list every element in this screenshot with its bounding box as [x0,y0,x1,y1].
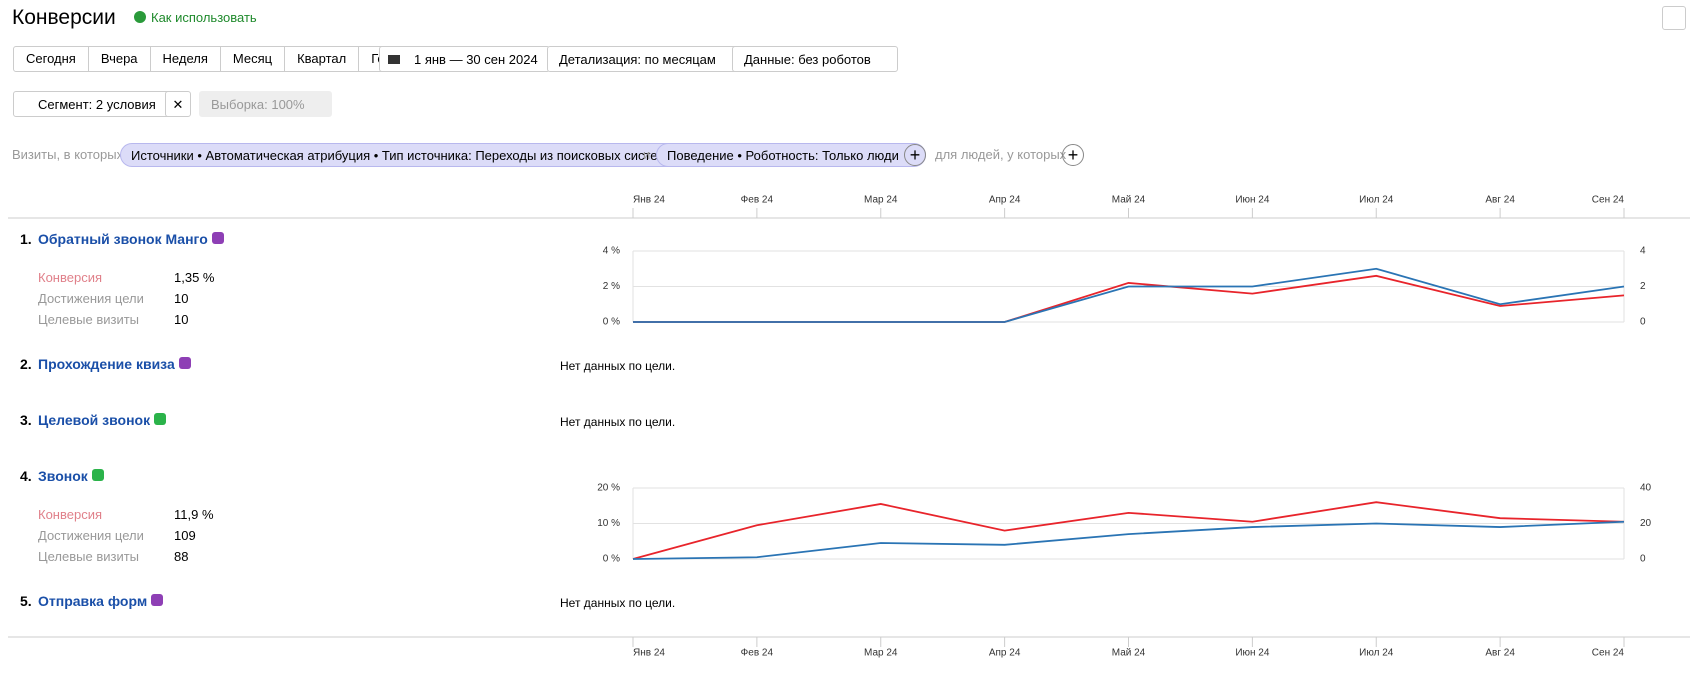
month-label: Июн 24 [1235,195,1270,206]
no-data-message: Нет данных по цели. [560,415,676,429]
help-link[interactable]: Как использовать [151,10,257,25]
goal-name[interactable]: Обратный звонок Манго [38,231,208,247]
metric-value: 88 [174,549,189,564]
month-label: Авг 24 [1485,195,1515,206]
goal-icon [154,413,167,425]
y-tick-label: 0 % [603,317,620,328]
month-label: Сен 24 [1592,648,1625,659]
filter-chip[interactable]: Источники • Автоматическая атрибуция • Т… [120,143,694,167]
sample-dropdown[interactable]: Выборка: 100% [199,91,332,117]
metric-label: Достижения цели [38,528,144,543]
series-line [633,267,1625,323]
goal-icon [91,469,104,481]
segment-dropdown[interactable]: Сегмент: 2 условия [13,91,183,117]
metric-label: Целевые визиты [38,549,140,564]
goal-name[interactable]: Звонок [38,468,88,484]
filter-prefix: Визиты, в которых [12,147,124,162]
goal-icon [211,232,224,244]
period-button[interactable]: Вчера [89,47,151,71]
month-label: Фев 24 [741,648,774,659]
month-label: Авг 24 [1485,648,1515,659]
y2-tick-label: 2 [1640,281,1646,292]
goal-icon [178,357,191,369]
page-title: Конверсии [12,6,116,29]
month-label: Сен 24 [1592,195,1625,206]
month-label: Май 24 [1112,648,1146,659]
period-button[interactable]: Квартал [285,47,360,71]
metric-value: 11,9 % [174,507,214,522]
period-button[interactable]: Месяц [221,47,286,71]
goal-number: 3. [20,412,32,428]
y2-tick-label: 0 [1640,554,1646,565]
no-data-message: Нет данных по цели. [560,596,676,610]
add-people-condition[interactable]: + [1062,144,1084,166]
period-button[interactable]: Неделя [151,47,221,71]
metric-label: Достижения цели [38,291,144,306]
no-data-message: Нет данных по цели. [560,359,676,373]
goal-number: 2. [20,356,32,372]
month-label: Июл 24 [1359,195,1394,206]
detail-dropdown[interactable]: Детализация: по месяцам [547,46,743,72]
y2-tick-label: 4 [1640,246,1646,257]
data-dropdown[interactable]: Данные: без роботов [732,46,898,72]
goal-name[interactable]: Отправка форм [38,593,148,609]
month-label: Апр 24 [989,648,1021,659]
month-label: Май 24 [1112,195,1146,206]
menu-button[interactable] [1662,6,1686,30]
month-label: Фев 24 [741,195,774,206]
metric-value: 109 [174,528,196,543]
y2-tick-label: 40 [1640,483,1652,494]
y2-tick-label: 0 [1640,317,1646,328]
y-tick-label: 0 % [603,554,620,565]
period-button[interactable]: Сегодня [14,47,89,71]
metric-label: Конверсия [38,507,103,522]
goal-number: 4. [20,468,32,484]
metric-value: 1,35 % [174,270,215,285]
y-tick-label: 2 % [603,281,620,292]
series-line [632,520,1625,560]
metric-value: 10 [174,291,189,306]
period-group: СегодняВчераНеделяМесяцКварталГод [13,46,405,72]
month-label: Янв 24 [633,195,665,206]
y-tick-label: 4 % [603,246,620,257]
help-icon [134,11,146,23]
calendar-icon [388,55,400,64]
month-label: Мар 24 [864,648,898,659]
month-label: Мар 24 [864,195,898,206]
goal-number: 1. [20,231,32,247]
month-label: Апр 24 [989,195,1021,206]
goal-name[interactable]: Целевой звонок [38,412,151,428]
goal-name[interactable]: Прохождение квиза [38,356,175,372]
y-tick-label: 20 % [597,483,620,494]
add-condition[interactable]: + [904,144,926,166]
y-tick-label: 10 % [597,518,620,529]
goal-icon [151,594,164,606]
metric-label: Конверсия [38,270,103,285]
month-label: Июл 24 [1359,648,1394,659]
month-label: Янв 24 [633,648,665,659]
goal-number: 5. [20,593,32,609]
series-line [633,274,1625,323]
series-line [632,501,1625,560]
filter-people: для людей, у которых [935,147,1067,162]
filter-chip[interactable]: Поведение • Роботность: Только люди [656,143,926,167]
y2-tick-label: 20 [1640,518,1652,529]
month-label: Июн 24 [1235,648,1270,659]
metric-value: 10 [174,312,189,327]
segment-clear[interactable]: ✕ [165,91,191,117]
filter-joiner: и [643,147,651,162]
metric-label: Целевые визиты [38,312,140,327]
